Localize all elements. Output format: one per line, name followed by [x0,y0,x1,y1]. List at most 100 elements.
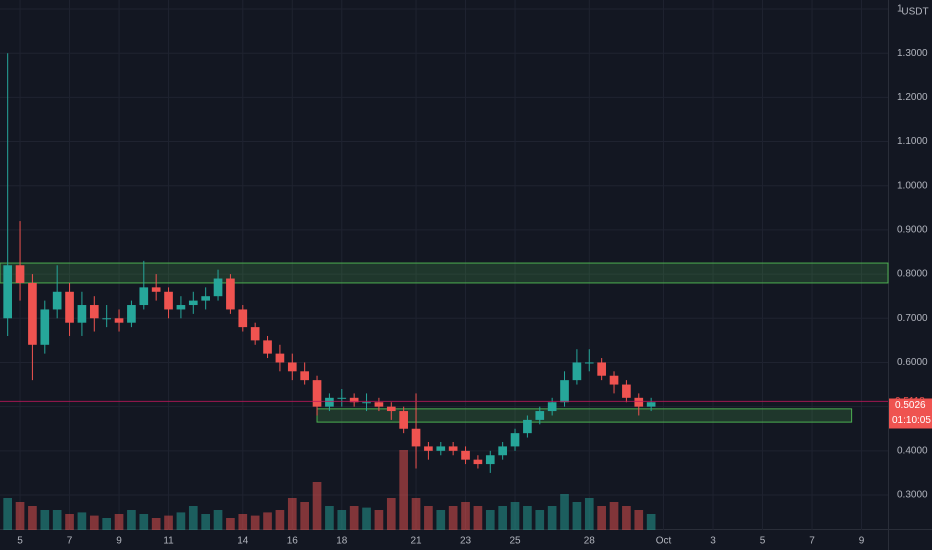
x-tick-label: 9 [116,536,122,547]
x-tick-label: Oct [656,536,672,547]
candle-body [523,419,532,434]
volume-bar [634,510,644,530]
volume-bar [337,510,347,530]
axes: 0.30000.40000.50000.60000.70000.80000.90… [0,4,932,547]
candle-body [15,265,25,283]
zone [316,408,853,423]
volume-bar [263,512,272,530]
volume-bar [201,514,210,530]
x-tick-label: 23 [460,536,472,547]
candle-body [374,402,384,407]
x-tick-label: 9 [859,536,865,547]
candle-body [114,318,124,323]
candle-body [362,402,371,404]
volume-bar [325,506,334,530]
volume-bar [572,502,582,530]
volume-bar [226,518,235,530]
candle-body [325,397,334,407]
volume-bar [77,512,87,530]
volume-bar [461,502,470,530]
x-tick-label: 28 [584,536,596,547]
x-tick-label: 21 [410,536,422,547]
candle-body [535,411,545,420]
candle-body [176,305,186,310]
candle-body [436,446,446,451]
volume-bar [312,482,322,530]
candle-body [213,278,223,297]
volume-bar [238,514,248,530]
y-tick-label: 1.1000 [897,136,928,147]
x-tick-label: 18 [336,536,348,547]
candle-body [510,433,520,447]
volume-bar [510,502,520,530]
candle-body [28,282,37,345]
x-tick-label: 25 [509,536,521,547]
candle-body [399,411,408,429]
candle-body [127,305,136,323]
zone [0,262,889,284]
candle-body [201,296,210,301]
volume-bar [547,506,557,530]
volume-bar [560,494,569,530]
y-tick-label: 0.4000 [897,445,928,456]
volume-bar [523,506,532,530]
volume-bar [65,514,74,530]
candle-body [89,305,99,319]
volume-bar [622,506,631,530]
candle-body [597,362,606,376]
volume-bar [609,502,619,530]
x-tick-label: 16 [287,536,299,547]
candle-body [424,446,433,451]
volume-bar [374,510,384,530]
volume-bar [28,506,37,530]
candle-body [250,327,260,341]
candle-body [226,278,235,310]
volume-bar [473,506,483,530]
candle-body [584,362,594,364]
x-tick-label: 14 [237,536,249,547]
candle-body [448,446,458,451]
volume-bar [3,498,13,530]
candle-body [77,305,87,323]
volume-bar [411,498,421,530]
volume-bar [287,498,297,530]
candle-body [263,340,272,354]
volume-bar [250,515,260,530]
y-tick-label: 0.8000 [897,269,928,280]
volume-bar [164,515,173,530]
candle-body [238,309,248,328]
candle-body [151,287,161,292]
volume-bar [213,510,223,530]
volume-bar [436,510,446,530]
x-tick-label: 11 [163,536,174,547]
candle-body [485,455,495,465]
candle-body [461,450,470,460]
candle-body [622,384,631,398]
candle-body [65,291,74,323]
volume-bar [40,510,50,530]
candle-body [40,309,50,345]
candle-body [139,287,149,306]
candle-body [188,300,198,306]
volume-bar [485,510,495,530]
candle-body [646,402,656,407]
currency-label: USDT [901,7,928,18]
candle-body [275,353,285,363]
candle-body [634,397,644,407]
y-tick-label: 0.7000 [897,313,928,324]
volume-bar [102,518,111,530]
countdown-label: 01:10:05 [892,415,931,426]
candle-body [3,265,13,319]
candle-body [52,291,62,310]
candle-body [164,291,173,310]
y-tick-label: 1.3000 [897,48,928,59]
candle-body [609,375,619,385]
y-tick-label: 1.0000 [897,180,928,191]
candle-body [300,371,309,381]
x-tick-label: 7 [67,536,73,547]
volume-bar [535,510,545,530]
volume-bar [448,506,458,530]
volume-bar [275,510,285,530]
volume-bar [89,515,99,530]
